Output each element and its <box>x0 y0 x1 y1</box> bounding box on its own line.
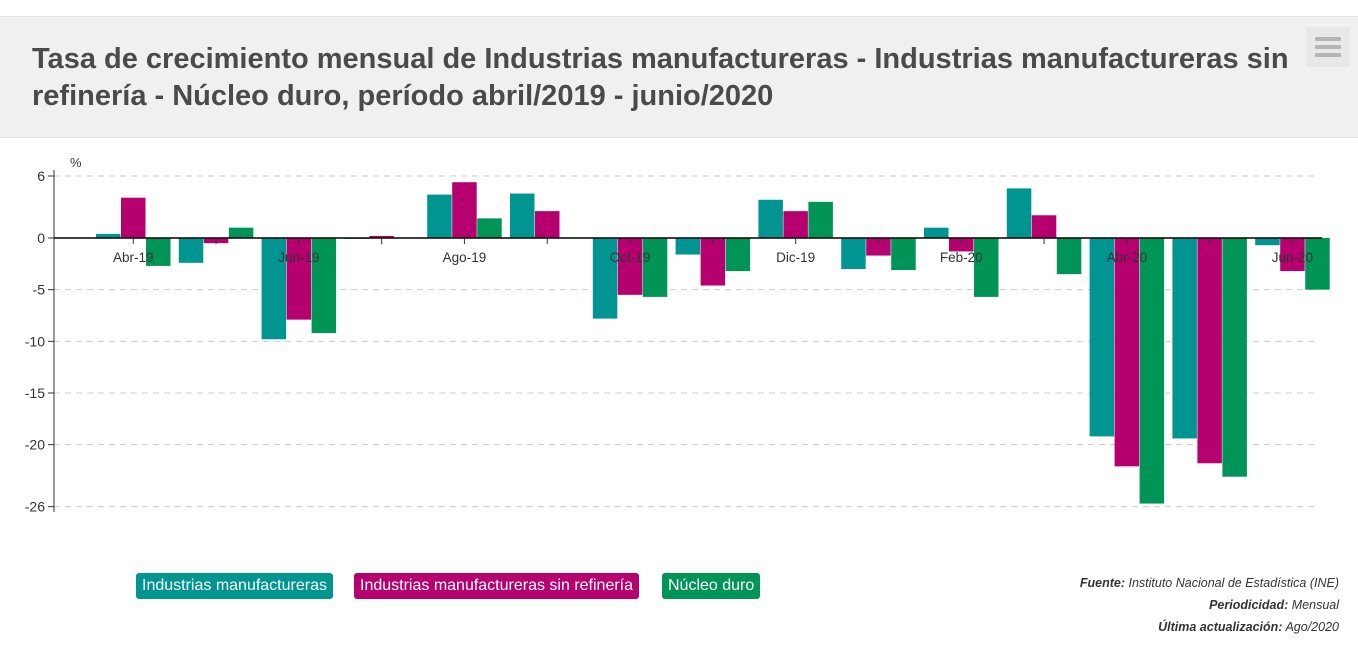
x-tick-label: Jun-20 <box>1272 250 1313 265</box>
source-line: Fuente: Instituto Nacional de Estadístic… <box>1080 576 1339 590</box>
bar-3-ago-19[interactable] <box>477 218 502 238</box>
legend-item-industrias-manufactureras[interactable]: Industrias manufactureras <box>136 573 333 599</box>
periodicity-line: Periodicidad: Mensual <box>1209 598 1339 612</box>
bar-1-mar-20[interactable] <box>1006 188 1032 238</box>
update-line: Última actualización: Ago/2020 <box>1158 620 1339 634</box>
bar-2-may-20[interactable] <box>1197 238 1222 464</box>
bar-3-abr-20[interactable] <box>1139 238 1165 504</box>
bar-2-abr-20[interactable] <box>1114 238 1140 467</box>
bar-2-abr-19[interactable] <box>121 197 146 238</box>
y-axis-unit-label: % <box>70 155 82 170</box>
bar-1-sep-19[interactable] <box>510 193 535 238</box>
chart-header: Tasa de crecimiento mensual de Industria… <box>0 16 1358 138</box>
bar-1-ago-19[interactable] <box>427 194 452 238</box>
y-tick-label: -10 <box>25 333 45 349</box>
hamburger-menu-icon[interactable] <box>1306 27 1350 67</box>
x-tick-label: Abr-20 <box>1107 250 1148 265</box>
bar-2-nov-19[interactable] <box>700 238 726 286</box>
legend-item-sin-refineria[interactable]: Industrias manufactureras sin refinería <box>354 573 640 599</box>
bar-1-abr-20[interactable] <box>1089 238 1115 437</box>
bar-2-mar-20[interactable] <box>1031 215 1057 238</box>
bar-2-jun-19[interactable] <box>286 238 312 320</box>
chart-title: Tasa de crecimiento mensual de Industria… <box>32 43 1289 112</box>
bar-1-feb-20[interactable] <box>924 227 949 238</box>
y-tick-label: -20 <box>25 437 45 453</box>
periodicity-value: Mensual <box>1291 598 1339 612</box>
bar-3-may-20[interactable] <box>1222 238 1247 477</box>
bar-1-abr-19[interactable] <box>96 233 121 238</box>
bar-2-jul-19[interactable] <box>369 235 394 238</box>
bar-3-jun-19[interactable] <box>311 238 337 334</box>
bar-3-ene-20[interactable] <box>891 238 916 271</box>
x-tick-label: Oct-19 <box>610 250 651 265</box>
y-tick-label: -5 <box>33 282 46 298</box>
y-tick-label: 6 <box>37 168 45 184</box>
source-value: Instituto Nacional de Estadística (INE) <box>1128 576 1339 590</box>
bar-3-jun-20[interactable] <box>1305 238 1330 290</box>
bar-2-ago-19[interactable] <box>452 182 477 238</box>
bar-1-may-19[interactable] <box>178 238 204 263</box>
periodicity-label: Periodicidad: <box>1209 598 1289 612</box>
y-tick-label: -15 <box>25 385 45 401</box>
x-tick-label: Feb-20 <box>940 250 983 265</box>
bar-1-nov-19[interactable] <box>675 238 701 255</box>
bar-2-oct-19[interactable] <box>617 238 643 295</box>
bar-3-may-19[interactable] <box>228 227 254 238</box>
bar-1-jun-20[interactable] <box>1255 238 1280 246</box>
bar-3-dic-19[interactable] <box>808 201 833 238</box>
x-tick-label: Ago-19 <box>443 250 487 265</box>
update-value: Ago/2020 <box>1285 620 1339 634</box>
bar-3-abr-19[interactable] <box>146 238 171 266</box>
x-tick-label: Jun-19 <box>278 250 319 265</box>
update-label: Última actualización: <box>1158 620 1283 634</box>
bar-2-feb-20[interactable] <box>949 238 974 252</box>
legend-item-nucleo-duro[interactable]: Núcleo duro <box>662 573 761 599</box>
bar-1-ene-20[interactable] <box>841 238 866 269</box>
bar-1-jun-19[interactable] <box>261 238 287 340</box>
x-tick-label: Abr-19 <box>113 250 154 265</box>
bar-2-dic-19[interactable] <box>783 211 808 238</box>
bar-1-oct-19[interactable] <box>592 238 618 319</box>
y-tick-label: 0 <box>37 230 45 246</box>
source-label: Fuente: <box>1079 576 1125 590</box>
bar-1-may-20[interactable] <box>1172 238 1197 439</box>
bar-3-oct-19[interactable] <box>642 238 668 297</box>
y-tick-label: -26 <box>25 499 45 515</box>
x-tick-label: Dic-19 <box>776 250 815 265</box>
bar-chart: % 6 0 -5 -10 -15 -20 -26 Abr-19 Jun-19 Ago-19 Oct-1… <box>25 155 1330 515</box>
bar-2-ene-20[interactable] <box>866 238 891 256</box>
bar-3-feb-20[interactable] <box>974 238 999 297</box>
bar-3-mar-20[interactable] <box>1056 238 1082 275</box>
bar-3-nov-19[interactable] <box>725 238 751 272</box>
bar-1-dic-19[interactable] <box>758 199 783 238</box>
bar-2-sep-19[interactable] <box>535 211 560 238</box>
